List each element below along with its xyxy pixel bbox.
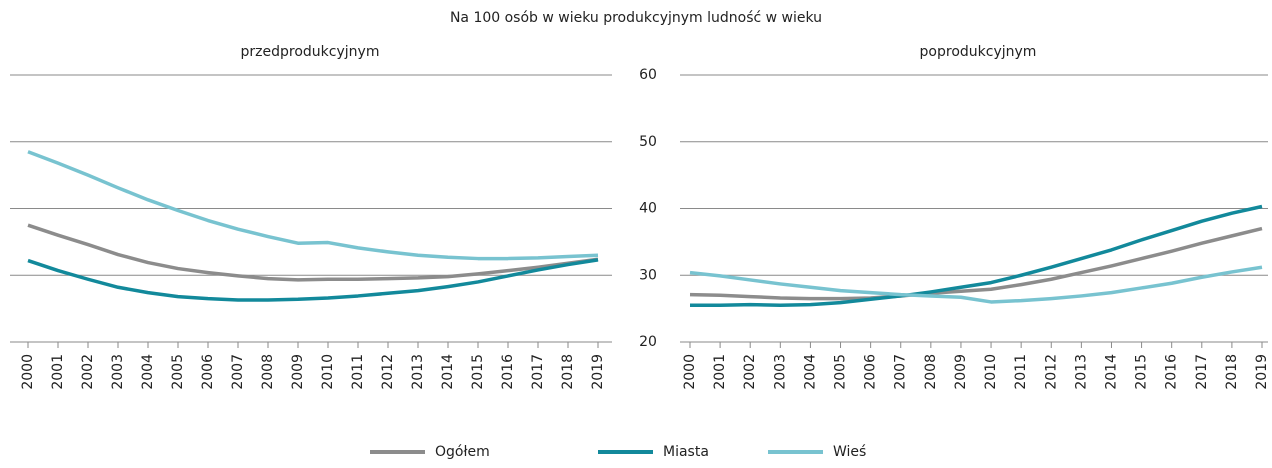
legend-label: Ogółem [435, 444, 490, 460]
line [27, 258, 599, 302]
x-tick-label: 2012 [1043, 354, 1059, 390]
x-tick-label: 2004 [802, 354, 818, 390]
x-tick-label: 2008 [923, 354, 939, 390]
x-tick-label: 2004 [140, 354, 156, 390]
y-tick-label: 60 [639, 67, 657, 83]
x-tick-label: 2010 [983, 354, 999, 390]
x-tick-label: 2000 [682, 354, 698, 390]
line [27, 150, 599, 261]
x-tick-label: 2015 [470, 354, 486, 390]
x-tick-label: 2012 [380, 354, 396, 390]
x-tick-label: 2003 [772, 354, 788, 390]
x-tick-label: 2019 [590, 354, 606, 390]
x-tick-label: 2001 [712, 354, 728, 390]
y-tick-label: 50 [639, 134, 657, 150]
x-tick-label: 2000 [20, 354, 36, 390]
x-tick-label: 2002 [80, 354, 96, 390]
x-tick-label: 2006 [863, 354, 879, 390]
x-tick-label: 2011 [350, 354, 366, 390]
x-tick-label: 2014 [1103, 354, 1119, 390]
x-tick-label: 2013 [1073, 354, 1089, 390]
x-tick-label: 2006 [200, 354, 216, 390]
line [689, 226, 1263, 301]
panel-subtitle: przedprodukcyjnym [241, 44, 380, 60]
x-tick-label: 2009 [290, 354, 306, 390]
line [689, 265, 1263, 304]
y-tick-label: 30 [639, 267, 657, 283]
x-tick-label: 2015 [1134, 354, 1150, 390]
x-tick-label: 2008 [260, 354, 276, 390]
x-tick-label: 2009 [953, 354, 969, 390]
x-tick-label: 2011 [1013, 354, 1029, 390]
legend-label: Wieś [833, 444, 866, 460]
panel-subtitle: poprodukcyjnym [920, 44, 1037, 60]
x-tick-label: 2014 [440, 354, 456, 390]
y-tick-label: 40 [639, 201, 657, 217]
x-tick-label: 2019 [1254, 354, 1270, 390]
x-tick-label: 2005 [170, 354, 186, 390]
x-tick-label: 2002 [742, 354, 758, 390]
x-tick-label: 2017 [1194, 354, 1210, 390]
x-tick-label: 2007 [893, 354, 909, 390]
x-tick-label: 2017 [530, 354, 546, 390]
x-tick-label: 2013 [410, 354, 426, 390]
x-tick-label: 2005 [833, 354, 849, 390]
x-tick-label: 2016 [1164, 354, 1180, 390]
x-tick-label: 2001 [50, 354, 66, 390]
x-tick-label: 2003 [110, 354, 126, 390]
chart-title: Na 100 osób w wieku produkcyjnym ludność… [450, 10, 822, 26]
x-tick-label: 2007 [230, 354, 246, 390]
x-tick-label: 2018 [1224, 354, 1240, 390]
line [27, 223, 599, 282]
x-tick-label: 2018 [560, 354, 576, 390]
x-tick-label: 2016 [500, 354, 516, 390]
line [690, 204, 1263, 308]
legend-label: Miasta [663, 444, 709, 460]
x-tick-label: 2010 [320, 354, 336, 390]
y-tick-label: 20 [639, 334, 657, 350]
